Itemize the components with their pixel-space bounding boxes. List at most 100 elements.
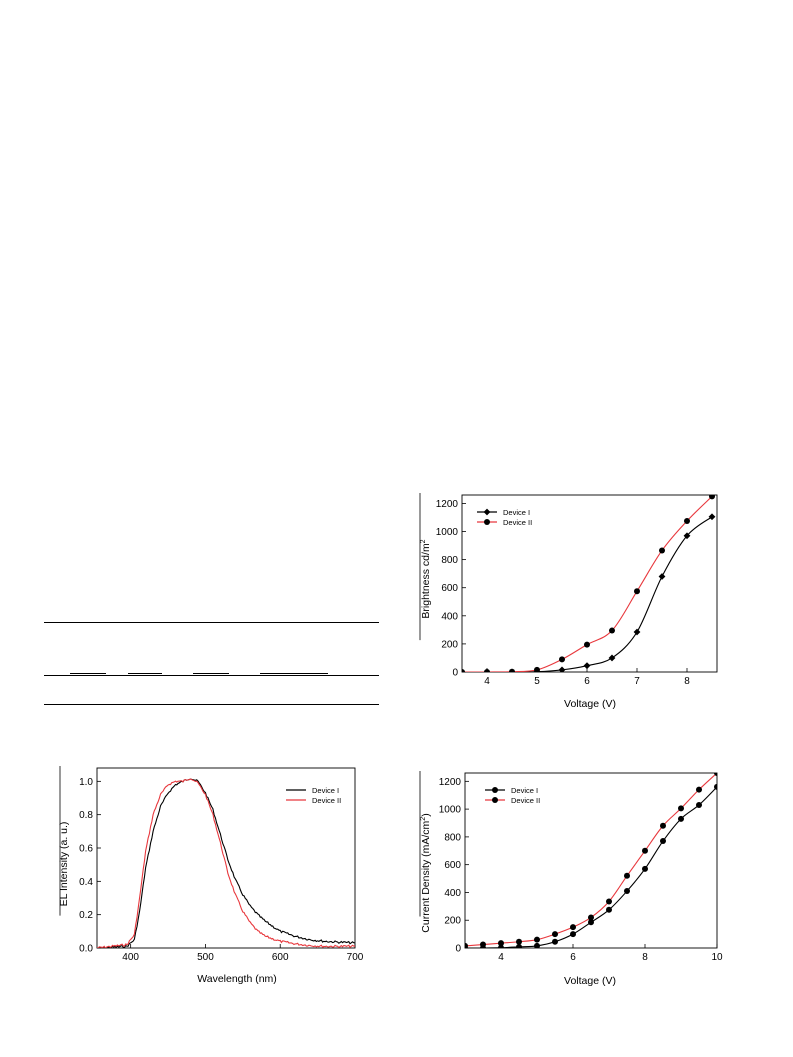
data-point — [498, 940, 504, 947]
data-point — [678, 815, 684, 822]
legend-label: Device I — [312, 786, 339, 795]
data-point — [534, 936, 540, 943]
data-point — [709, 495, 715, 500]
plot-frame — [96, 767, 356, 949]
x-tick-label: 700 — [347, 952, 364, 963]
data-point — [484, 669, 490, 672]
table-header-underline-3 — [193, 673, 229, 674]
brightness-chart: Brightness cd/m2 Voltage (V) 4 5 6 7 8 0 200 40… — [415, 485, 735, 715]
series-line — [462, 516, 713, 672]
x-tick-label: 7 — [634, 676, 640, 687]
data-point — [660, 838, 666, 845]
data-point — [534, 666, 540, 672]
current-density-chart-svg: Current Density (mA/cm2) Voltage (V) 4 6 8… — [419, 771, 723, 987]
data-point — [714, 773, 717, 776]
y-tick-label: 1200 — [436, 499, 459, 510]
x-tick-label: 8 — [684, 676, 690, 687]
data-point — [658, 573, 666, 580]
data-point — [583, 662, 591, 670]
series-device-i — [97, 778, 355, 948]
current-density-chart: Current Density (mA/cm2) Voltage (V) 4 6 8… — [415, 765, 740, 993]
data-point — [696, 786, 702, 793]
series-device-ii — [97, 778, 355, 948]
data-point — [683, 532, 691, 540]
table-rule-bottom — [44, 704, 379, 705]
data-point — [558, 666, 566, 672]
legend-marker — [483, 508, 491, 516]
current-x-axis-label: Voltage (V) — [564, 975, 616, 987]
brightness-y-axis-label: Brightness cd/m2 — [420, 539, 432, 618]
x-tick-label: 400 — [122, 952, 139, 963]
data-point — [714, 783, 717, 790]
data-point — [552, 938, 558, 945]
el-spectrum-chart: EL Intensity (a. u.) Wavelength (nm) 400… — [55, 762, 365, 990]
x-tick-label: 4 — [484, 676, 490, 687]
table-header-underline-4 — [260, 673, 328, 674]
data-point — [660, 822, 666, 829]
legend-marker — [492, 797, 498, 803]
legend-label: Device I — [503, 508, 530, 517]
y-tick-label: 0 — [452, 668, 458, 679]
series-device-i — [465, 783, 717, 948]
y-tick-label: 200 — [444, 916, 461, 927]
series-device-ii — [462, 495, 715, 672]
data-point — [624, 872, 630, 879]
series-device-ii — [465, 773, 717, 948]
data-point — [570, 924, 576, 931]
data-point — [678, 805, 684, 812]
data-point — [659, 547, 665, 554]
data-point — [696, 801, 702, 808]
data-point — [608, 654, 616, 662]
data-point — [570, 931, 576, 938]
data-point — [606, 906, 612, 913]
y-tick-label: 600 — [444, 860, 461, 871]
data-point — [465, 942, 468, 948]
table-rule-top — [44, 622, 379, 623]
plot-frame — [464, 772, 718, 949]
y-tick-label: 200 — [441, 639, 458, 650]
data-point — [584, 641, 590, 648]
y-tick-label: 1000 — [436, 527, 459, 538]
legend-marker — [484, 519, 490, 525]
el-y-axis-label: EL Intensity (a. u.) — [58, 822, 70, 907]
y-tick-label: 800 — [444, 832, 461, 843]
data-point — [642, 865, 648, 872]
x-tick-label: 8 — [642, 952, 648, 963]
y-tick-label: 1000 — [439, 805, 462, 816]
data-point — [480, 941, 486, 948]
el-spectrum-chart-svg: EL Intensity (a. u.) Wavelength (nm) 400… — [58, 766, 364, 985]
y-tick-label: 0.6 — [79, 844, 93, 855]
x-tick-label: 6 — [584, 676, 590, 687]
data-point — [708, 513, 716, 521]
x-tick-label: 500 — [197, 952, 214, 963]
data-point — [516, 938, 522, 945]
table-header-underline-2 — [128, 673, 162, 674]
data-point — [609, 627, 615, 634]
data-point — [634, 588, 640, 595]
x-tick-label: 6 — [570, 952, 576, 963]
y-tick-label: 1200 — [439, 777, 462, 788]
legend-label: Device II — [503, 518, 532, 527]
el-x-axis-label: Wavelength (nm) — [197, 973, 277, 985]
data-point — [534, 942, 540, 948]
data-point — [642, 847, 648, 854]
data-point — [509, 668, 515, 672]
x-tick-label: 600 — [272, 952, 289, 963]
y-tick-label: 0.2 — [79, 910, 93, 921]
legend-label: Device I — [511, 786, 538, 795]
data-point — [552, 931, 558, 938]
data-point — [462, 669, 465, 672]
y-tick-label: 400 — [441, 611, 458, 622]
series-line — [97, 778, 355, 948]
x-tick-label: 4 — [498, 952, 504, 963]
y-tick-label: 1.0 — [79, 777, 93, 788]
data-point — [606, 898, 612, 905]
data-point — [684, 517, 690, 524]
legend-label: Device II — [511, 796, 540, 805]
legend-label: Device II — [312, 796, 341, 805]
table-rule-middle — [44, 675, 379, 676]
brightness-chart-svg: Brightness cd/m2 Voltage (V) 4 5 6 7 8 0 200 40… — [419, 493, 718, 710]
y-tick-label: 0.8 — [79, 810, 93, 821]
y-tick-label: 800 — [441, 555, 458, 566]
legend-marker — [492, 787, 498, 793]
